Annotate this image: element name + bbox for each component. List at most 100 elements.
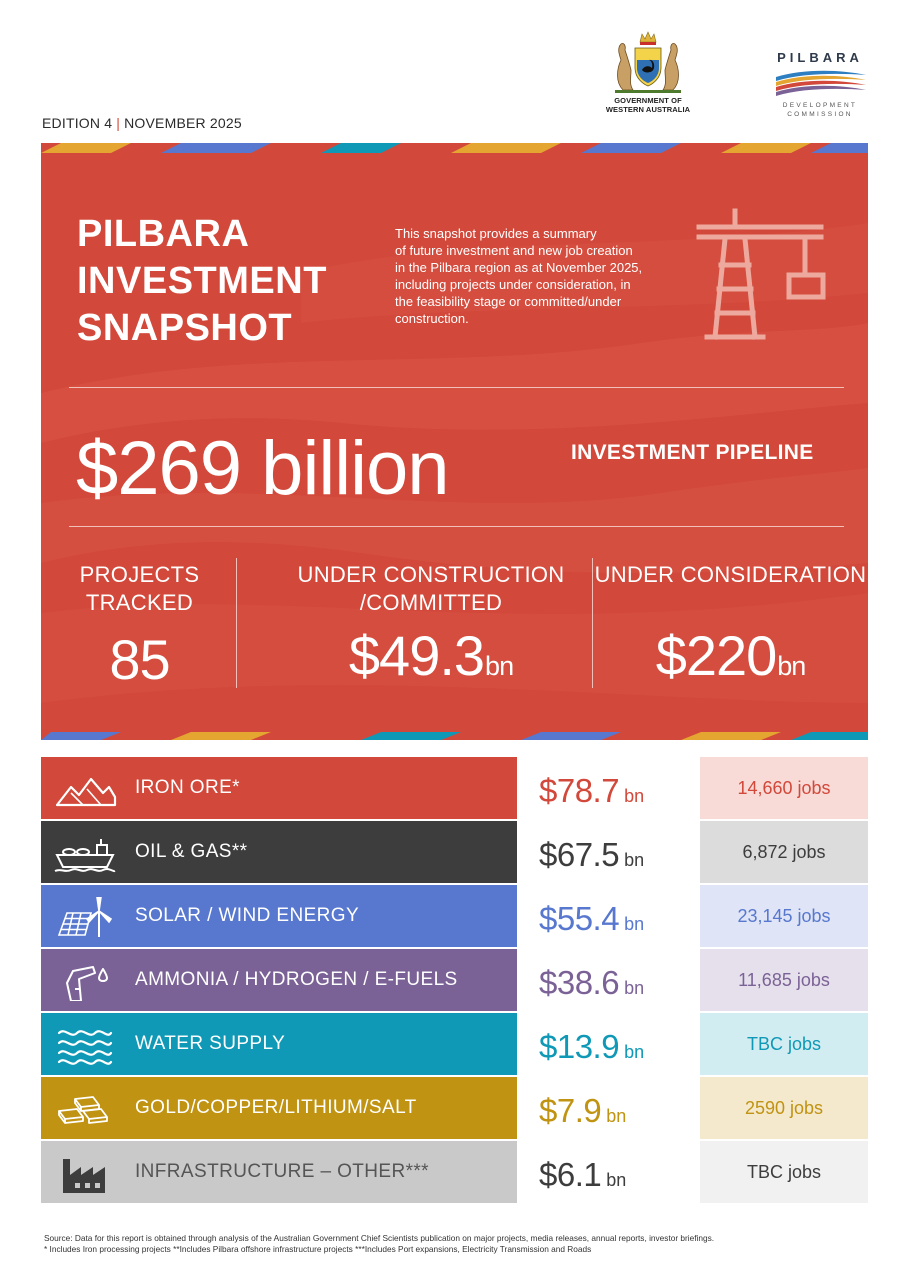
category-label: AMMONIA / HYDROGEN / E-FUELS [135,969,458,990]
amount-value: $78.7 [539,772,620,809]
edition-date: NOVEMBER 2025 [124,115,242,131]
intro-line-3: in the Pilbara region as at November 202… [395,260,643,275]
category-jobs: 2590 jobs [700,1077,868,1139]
category-band: IRON ORE* [41,757,517,819]
category-jobs: 23,145 jobs [700,885,868,947]
category-amount: $38.6 bn [539,949,644,1011]
intro-line-6: construction. [395,311,469,326]
intro-line-1: This snapshot provides a summary [395,226,597,241]
water-waves-icon [57,1030,113,1065]
category-label: WATER SUPPLY [135,1033,286,1054]
category-row-gold-copper: GOLD/COPPER/LITHIUM/SALT $7.9 bn 2590 job… [41,1077,868,1139]
stat-divider-2 [592,558,593,688]
amount-unit: bn [606,1170,627,1190]
investment-pipeline-label: INVESTMENT PIPELINE [571,441,814,464]
intro-text: This snapshot provides a summary of futu… [395,225,680,327]
pilbara-logo-sub1: DEVELOPMENT [782,102,858,109]
amount-unit: bn [624,786,645,806]
source-note: Source: Data for this report is obtained… [44,1233,715,1243]
government-wa-logo: GOVERNMENT OF WESTERN AUSTRALIA [596,30,700,114]
divider-top [69,387,844,388]
stat-number: $49.3 [348,624,485,687]
amount-value: $38.6 [539,964,620,1001]
factory-icon [63,1159,105,1193]
pilbara-swoosh-icon [776,70,866,96]
intro-line-5: the feasibility stage or committed/under [395,294,622,309]
stat-divider-1 [236,558,237,688]
category-amount: $55.4 bn [539,885,644,947]
stat-number: $220 [655,624,778,687]
category-amount: $6.1 bn [539,1141,626,1203]
category-label: OIL & GAS** [135,841,248,862]
category-label: INFRASTRUCTURE – OTHER*** [135,1161,429,1182]
stat-unit: bn [485,651,514,681]
category-band: WATER SUPPLY [41,1013,517,1075]
category-band: INFRASTRUCTURE – OTHER*** [41,1141,517,1203]
pilbara-logo-sub2: COMMISSION [787,111,853,118]
hero-panel: PILBARA INVESTMENT SNAPSHOT This snapsho… [41,143,868,740]
category-amount: $78.7 bn [539,757,644,819]
category-jobs: 14,660 jobs [700,757,868,819]
amount-unit: bn [624,914,645,934]
footnotes: Source: Data for this report is obtained… [44,1233,714,1255]
edition-label: EDITION 4 | NOVEMBER 2025 [42,115,242,131]
stat-under-consideration: UNDER CONSIDERATION $220bn [593,561,868,687]
fuel-nozzle-icon [66,966,108,1001]
category-row-water-supply: WATER SUPPLY $13.9 bn TBC jobs [41,1013,868,1075]
category-amount: $13.9 bn [539,1013,644,1075]
stat-value: 85 [57,627,222,692]
stat-value: $220bn [593,623,868,688]
gov-logo-line1: GOVERNMENT OF [614,96,682,105]
divider-bottom [69,526,844,527]
category-jobs: TBC jobs [700,1141,868,1203]
total-investment-value: $269 billion [76,426,450,511]
amount-unit: bn [624,978,645,998]
stat-label-line2: TRACKED [85,590,194,615]
category-label: GOLD/COPPER/LITHIUM/SALT [135,1097,417,1118]
amount-value: $13.9 [539,1028,620,1065]
stat-label-line1: UNDER CONSIDERATION [594,562,867,587]
category-band: AMMONIA / HYDROGEN / E-FUELS [41,949,517,1011]
category-row-infrastructure: INFRASTRUCTURE – OTHER*** $6.1 bn TBC job… [41,1141,868,1203]
stat-value: $49.3bn [269,623,593,688]
amount-value: $55.4 [539,900,620,937]
title-line-2: INVESTMENT [77,260,327,302]
category-jobs: 6,872 jobs [700,821,868,883]
gov-logo-line2: WESTERN AUSTRALIA [605,105,691,114]
category-row-solar-wind: SOLAR / WIND ENERGY $55.4 bn 23,145 jobs [41,885,868,947]
top-color-stripe [41,143,868,153]
stat-number: 85 [109,628,170,691]
category-jobs: TBC jobs [700,1013,868,1075]
stat-projects-tracked: PROJECTS TRACKED 85 [57,561,222,691]
title-line-1: PILBARA [77,213,250,255]
tanker-ship-icon [54,839,116,873]
solar-wind-icon [57,897,113,937]
category-label: SOLAR / WIND ENERGY [135,905,360,926]
category-row-oil-gas: OIL & GAS** $67.5 bn 6,872 jobs [41,821,868,883]
stat-under-construction: UNDER CONSTRUCTION /COMMITTED $49.3bn [269,561,593,687]
pilbara-development-commission-logo: PILBARA DEVELOPMENT COMMISSION [768,50,872,119]
edition-separator: | [116,115,121,131]
gold-bars-icon [58,1096,108,1124]
coat-of-arms-icon [615,31,681,93]
category-amount: $67.5 bn [539,821,644,883]
bottom-color-stripe [41,732,868,740]
amount-unit: bn [624,1042,645,1062]
stat-label-line1: UNDER CONSTRUCTION [297,562,565,587]
amount-value: $6.1 [539,1156,602,1193]
intro-line-4: including projects under consideration, … [395,277,631,292]
category-band: OIL & GAS** [41,821,517,883]
title-line-3: SNAPSHOT [77,307,293,349]
category-band: GOLD/COPPER/LITHIUM/SALT [41,1077,517,1139]
stat-label-line2: /COMMITTED [359,590,503,615]
edition-number: EDITION 4 [42,115,113,131]
category-amount: $7.9 bn [539,1077,626,1139]
mountains-icon [55,777,117,807]
category-band: SOLAR / WIND ENERGY [41,885,517,947]
background-waves [41,223,868,703]
category-jobs: 11,685 jobs [700,949,868,1011]
amount-value: $7.9 [539,1092,602,1129]
amount-value: $67.5 [539,836,620,873]
category-row-ammonia-hydrogen: AMMONIA / HYDROGEN / E-FUELS $38.6 bn 11,… [41,949,868,1011]
stat-label-line1: PROJECTS [79,562,200,587]
